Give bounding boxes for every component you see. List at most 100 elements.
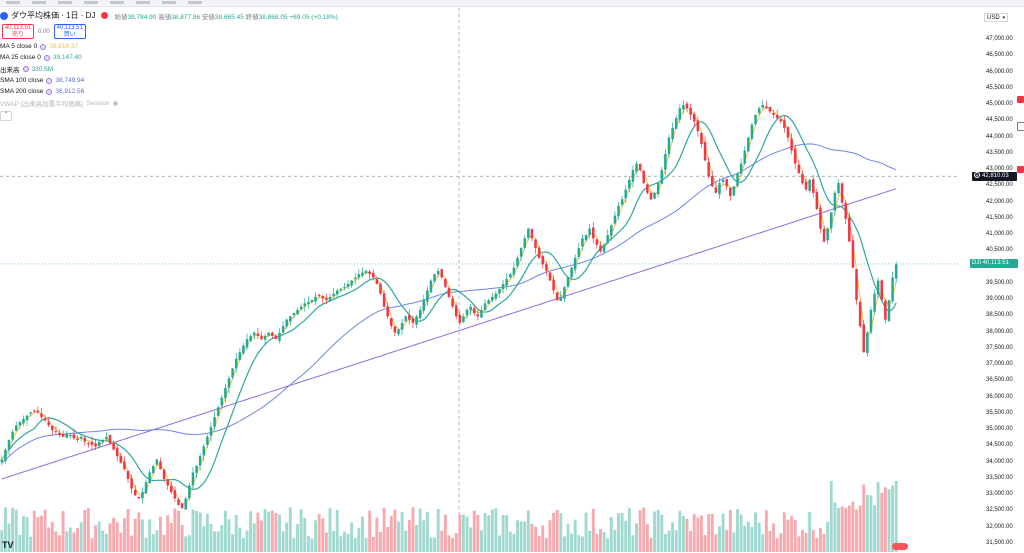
volume-bar	[555, 509, 559, 552]
candle-body	[703, 142, 707, 161]
buy-button[interactable]: 40,113.51 買い	[53, 24, 86, 39]
candle-body	[851, 240, 855, 268]
candle-body	[631, 170, 635, 182]
indicator-settings-icon[interactable]	[43, 54, 50, 61]
candle-body	[516, 257, 519, 267]
volume-bar	[869, 495, 873, 552]
candle-body	[739, 163, 743, 174]
candle-body	[198, 456, 202, 466]
volume-bar	[148, 519, 152, 552]
candle-body	[54, 431, 58, 433]
candle-body	[718, 183, 721, 195]
candle-body	[689, 107, 692, 115]
candle-body	[173, 490, 177, 499]
volume-bar	[577, 535, 581, 552]
volume-bar	[645, 523, 649, 552]
chevron-down-icon: ▾	[1002, 15, 1005, 21]
plus-icon[interactable]: +	[974, 171, 980, 179]
candle-body	[671, 127, 674, 139]
sell-button[interactable]: 40,113.51 売り	[2, 24, 34, 39]
candle-body	[227, 378, 231, 388]
candle-body	[43, 418, 47, 421]
price-tick: 39,500.00	[986, 279, 1013, 286]
volume-bar	[458, 514, 462, 552]
indicator-row[interactable]: MA 25 close 0 39,147.40	[0, 52, 338, 63]
volume-bar	[570, 533, 574, 552]
volume-bar	[119, 532, 123, 552]
candle-body	[566, 277, 570, 287]
candle-body	[700, 132, 703, 145]
volume-bar	[205, 513, 209, 552]
volume-bar	[595, 533, 599, 552]
symbol-title[interactable]: ダウ平均株価 · 1日 · DJ	[11, 11, 96, 20]
volume-bar	[739, 514, 743, 552]
price-tick: 46,000.00	[986, 68, 1013, 75]
sma200-line	[1, 188, 897, 480]
candle-body	[418, 309, 422, 319]
volume-bar	[310, 538, 314, 552]
candle-body	[790, 138, 793, 151]
candle-body	[577, 248, 581, 258]
volume-bar	[613, 529, 617, 552]
volume-bar	[29, 536, 33, 552]
price-tick: 33,500.00	[986, 474, 1013, 481]
price-tick: 39,000.00	[986, 296, 1013, 303]
volume-bar	[180, 524, 184, 552]
candle-body	[271, 332, 274, 336]
chart-legend: ダウ平均株価 · 1日 · DJ 始値38,784.90 高値38,877.86…	[0, 10, 338, 121]
indicator-row[interactable]: MA 5 close 0 38,816.37	[0, 41, 338, 52]
notification-badge[interactable]	[892, 543, 908, 550]
alert-flag-icon[interactable]	[1017, 166, 1024, 173]
indicator-row[interactable]: SMA 100 close 38,749.94	[0, 75, 338, 86]
price-tick: 44,500.00	[986, 117, 1013, 124]
eye-icon[interactable]: ◉	[112, 100, 119, 108]
volume-bar	[83, 509, 87, 552]
chevron-up-icon[interactable]: ⌃	[0, 110, 12, 121]
market-status-icon[interactable]	[101, 12, 109, 19]
candle-body	[411, 318, 415, 323]
price-tick: 45,500.00	[986, 84, 1013, 91]
symbol-logo-icon	[0, 11, 8, 20]
indicator-settings-icon[interactable]	[40, 43, 47, 50]
candle-body	[642, 171, 646, 184]
indicator-label: 出来高	[0, 67, 20, 75]
volume-bar	[811, 529, 815, 552]
candle-body	[649, 192, 653, 200]
candle-body	[274, 335, 278, 340]
candle-body	[361, 272, 364, 276]
candle-body	[844, 202, 847, 219]
candle-body	[840, 183, 844, 203]
volume-bar	[104, 533, 108, 552]
candle-body	[462, 316, 465, 322]
price-tick: 38,500.00	[986, 312, 1013, 319]
last-price-label: DJI 40,113.51	[970, 259, 1018, 269]
volume-bar	[65, 531, 69, 552]
object-tree-icon[interactable]	[1017, 122, 1024, 131]
indicator-row[interactable]: SMA 200 close 36,912.56	[0, 86, 338, 97]
price-tick: 45,000.00	[986, 101, 1013, 108]
candle-body	[884, 300, 887, 320]
volume-bar	[400, 511, 404, 552]
candle-body	[11, 431, 14, 440]
indicator-settings-icon[interactable]	[22, 66, 29, 73]
volume-bar	[306, 536, 310, 552]
tradingview-logo-icon: TV	[2, 540, 14, 550]
ohlc-values: 始値38,784.90 高値38,877.86 安値38,665.45 終値38…	[114, 13, 338, 21]
volume-bar	[61, 510, 65, 552]
indicator-settings-icon[interactable]	[46, 88, 53, 95]
volume-bar	[580, 536, 584, 552]
indicator-row[interactable]: 出来高 330.5M	[0, 64, 338, 75]
volume-bar	[483, 513, 487, 552]
indicator-value: 36,912.56	[55, 88, 85, 96]
volume-bar	[339, 536, 343, 552]
indicator-settings-icon[interactable]	[46, 77, 53, 84]
currency-selector[interactable]: USD ▾	[984, 13, 1008, 22]
symbol-header[interactable]: ダウ平均株価 · 1日 · DJ 始値38,784.90 高値38,877.86…	[0, 10, 338, 21]
price-axis[interactable]	[961, 10, 1024, 553]
volume-bar	[141, 519, 144, 552]
vwap-indicator[interactable]: VWAP (出来高加重平均価格) Session ◉	[0, 99, 119, 109]
volume-bar	[32, 510, 36, 552]
spread-value: 0.00	[38, 28, 50, 35]
alert-flag-icon[interactable]	[1017, 96, 1024, 103]
